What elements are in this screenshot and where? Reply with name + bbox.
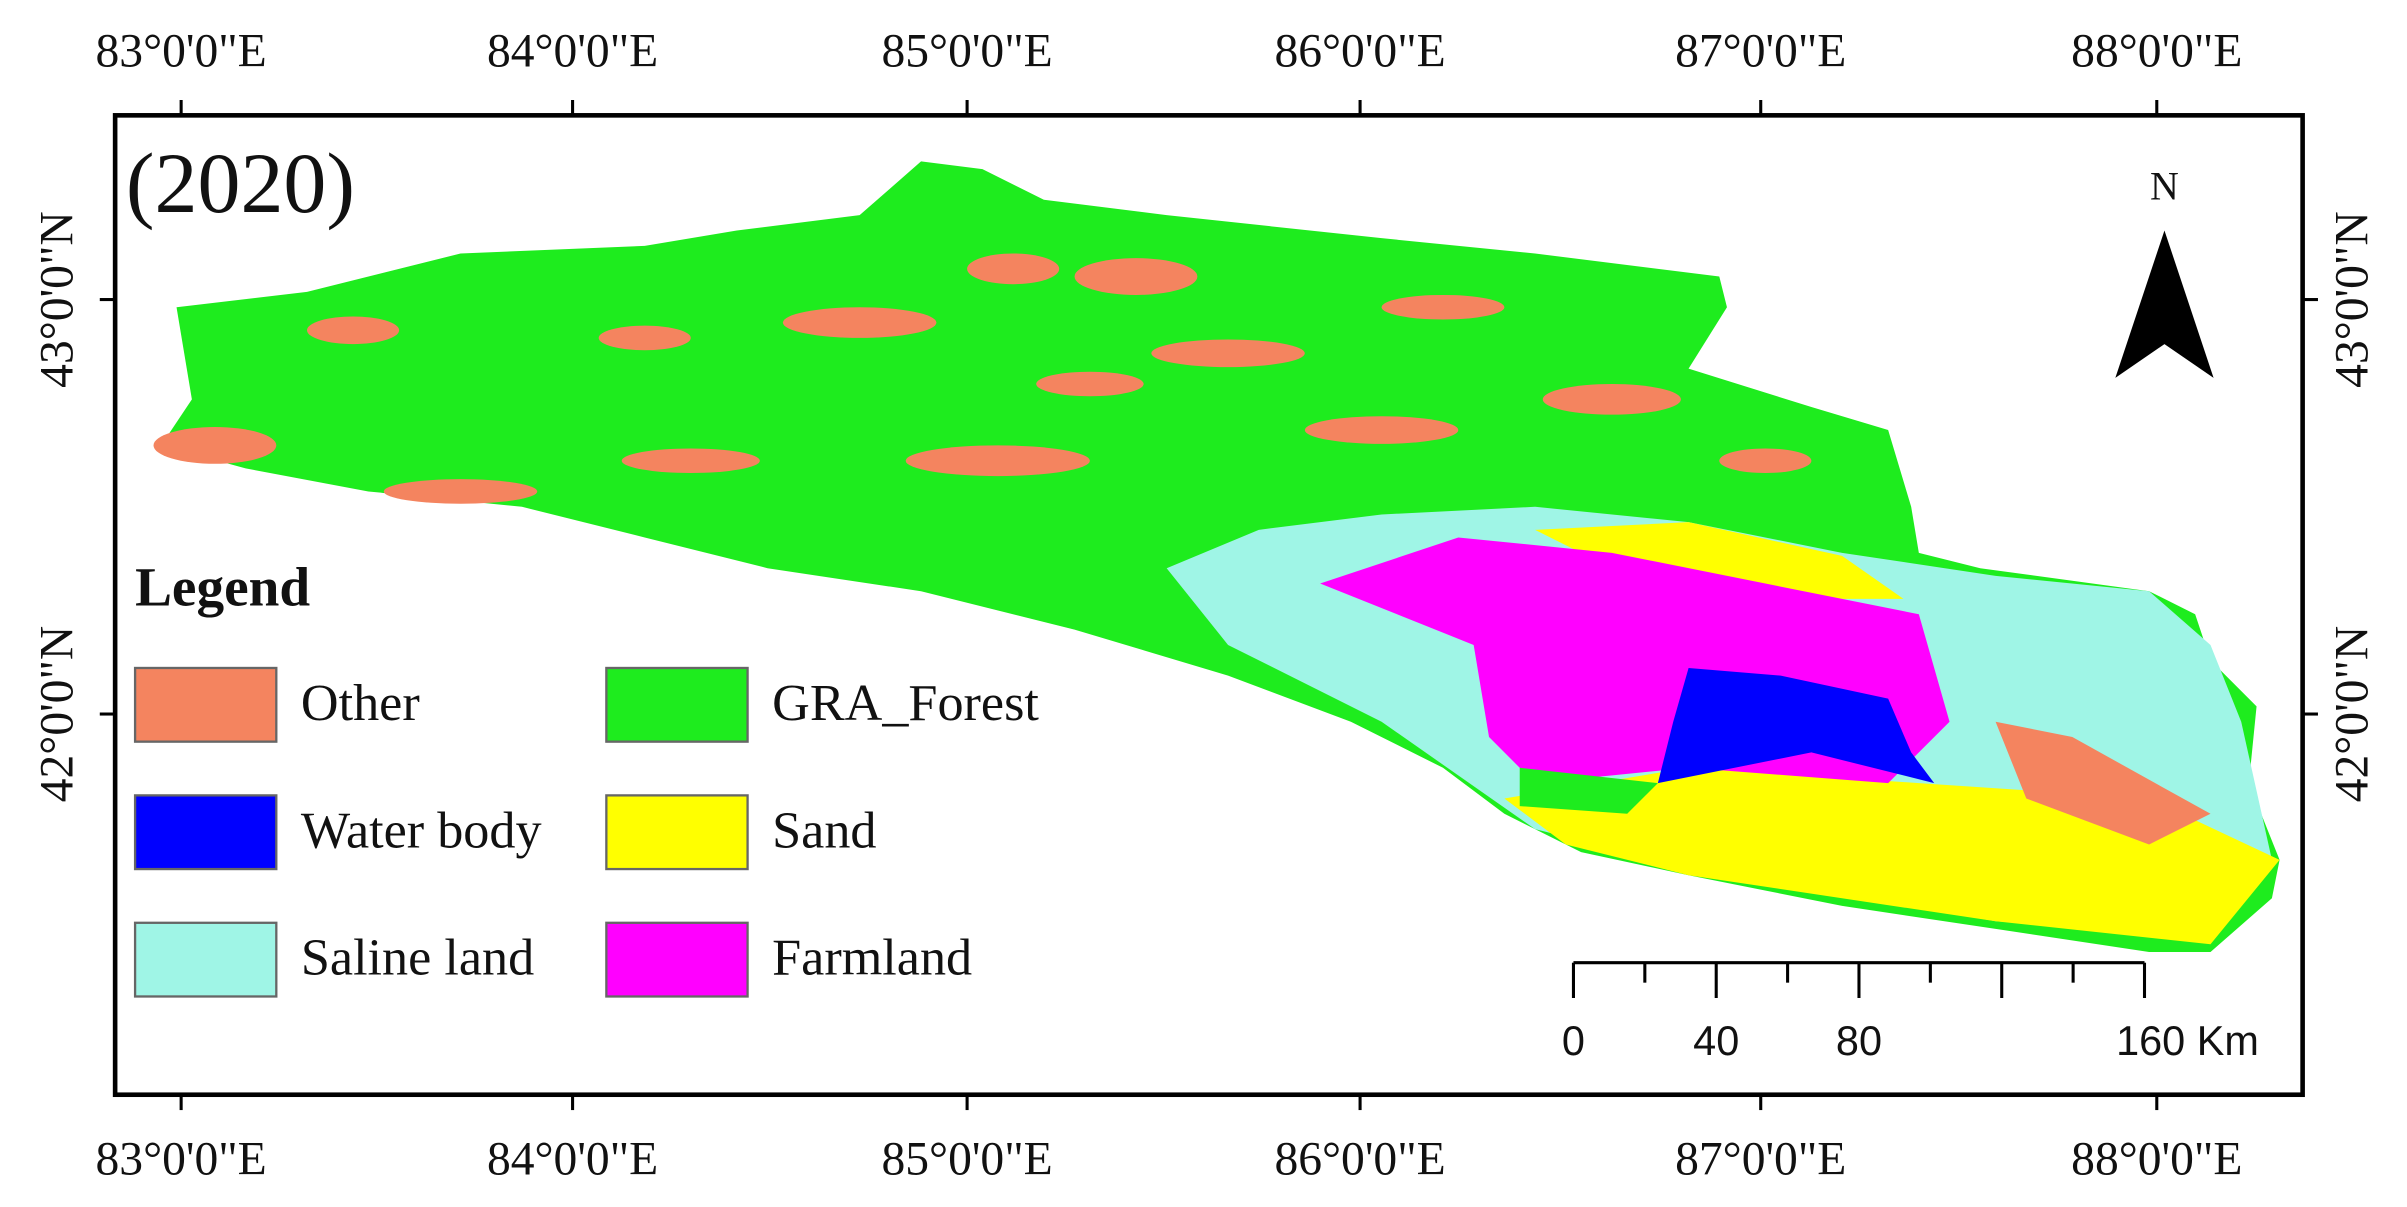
legend-label: Other [301, 674, 420, 732]
map-frame [112, 113, 2305, 1098]
graticule-ticks [99, 99, 2318, 1111]
other-patch [1995, 721, 2211, 845]
other-patch [598, 325, 691, 351]
other-patch [905, 445, 1090, 477]
scale-label: 160 Km [2116, 1017, 2259, 1064]
scale-label: 0 [1562, 1017, 1585, 1064]
coordinate-label: 86°0'0"E [1274, 1134, 1445, 1186]
legend-label: Farmland [772, 929, 972, 987]
north-arrow [2115, 230, 2214, 378]
map-title: (2020) [126, 135, 355, 231]
coordinate-label: 86°0'0"E [1274, 25, 1445, 77]
other-patch [621, 448, 760, 474]
legend-swatch [133, 666, 278, 743]
legend-label: Water body [301, 801, 542, 859]
coordinate-label: 84°0'0"E [487, 1134, 658, 1186]
scale-label: 80 [1836, 1017, 1882, 1064]
scale-label: 40 [1693, 1017, 1739, 1064]
coordinate-label: 85°0'0"E [881, 1134, 1052, 1186]
coordinate-label: 42°0'0"N [31, 626, 83, 803]
sand-region [1535, 522, 1904, 599]
legend-label: Sand [772, 801, 876, 859]
other-patch [967, 253, 1060, 285]
other-patch [1304, 416, 1459, 444]
other-patch [1542, 383, 1681, 415]
coordinate-label: 83°0'0"E [96, 25, 267, 77]
coordinate-label: 43°0'0"N [2326, 211, 2378, 388]
coordinate-label: 88°0'0"E [2071, 25, 2242, 77]
water-body-region [1657, 667, 1935, 784]
other-patch [153, 426, 277, 464]
scale-bar: 0 40 80 160 Km [1562, 961, 2259, 1064]
legend-swatch [605, 666, 749, 743]
other-patch [1381, 294, 1505, 320]
legend-swatch [605, 794, 749, 871]
coordinate-label: 85°0'0"E [881, 25, 1052, 77]
coordinate-label: 42°0'0"N [2326, 626, 2378, 803]
land-use-map [153, 161, 2280, 952]
other-patch [1151, 339, 1305, 368]
legend-title: Legend [135, 556, 310, 617]
legend: Other Water body Saline land GRA_Forest Sand… [133, 666, 1039, 998]
other-patch [1719, 448, 1812, 474]
legend-swatch [605, 921, 749, 998]
other-patch [1036, 371, 1144, 397]
legend-label: GRA_Forest [772, 674, 1039, 732]
north-label: N [2150, 164, 2179, 209]
legend-label: Saline land [301, 929, 534, 987]
other-patch [307, 316, 400, 345]
other-patch [782, 307, 937, 338]
other-patch [1074, 258, 1198, 295]
legend-swatch [133, 794, 278, 871]
other-patch [383, 479, 538, 504]
coordinate-label: 84°0'0"E [487, 25, 658, 77]
coordinate-label: 83°0'0"E [96, 1134, 267, 1186]
coordinate-label: 87°0'0"E [1675, 1134, 1846, 1186]
coordinate-label: 88°0'0"E [2071, 1134, 2242, 1186]
coordinate-label: 87°0'0"E [1675, 25, 1846, 77]
coordinate-label: 43°0'0"N [31, 211, 83, 388]
legend-swatch [133, 921, 278, 998]
